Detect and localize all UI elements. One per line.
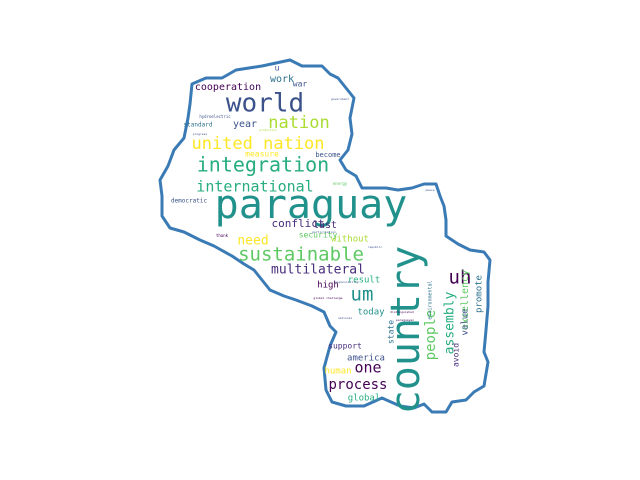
word-progress: progress [193, 132, 208, 136]
word-value: value [461, 308, 471, 335]
word-human: human [324, 367, 351, 377]
word-distinguished: distinguished [390, 310, 414, 314]
word-security: security [299, 231, 338, 240]
word-environmental: environmental [428, 280, 434, 319]
word-hydroelectric: hydroelectric [199, 114, 231, 119]
word-integration: integration [197, 153, 329, 177]
word-need: need [237, 234, 268, 249]
word-sustainable: sustainable [238, 244, 364, 266]
word-become: become [315, 151, 340, 159]
word-thank: thank [216, 233, 229, 238]
word-avoid: avoid [452, 343, 461, 367]
word-without: without [331, 235, 369, 245]
word-one: one [354, 359, 381, 377]
word-process: process [328, 377, 387, 393]
word-year: year [233, 119, 257, 130]
word-cooperation: cooperation [195, 82, 261, 93]
word-u: u [275, 64, 280, 73]
word-energy: energy [333, 181, 348, 186]
word-work: work [270, 74, 294, 85]
word-standard: standard [184, 122, 213, 129]
word-responsibility: responsibility [333, 280, 358, 284]
word-result: result [348, 276, 381, 286]
word-government: government [331, 97, 349, 101]
word-country: country [383, 246, 429, 415]
word-peace: peace [425, 188, 434, 192]
word-today: today [357, 308, 385, 318]
word-um: um [351, 284, 374, 306]
word-republic: republic [368, 245, 383, 249]
word-global: global [348, 394, 381, 404]
word-paraguay: paraguay [215, 182, 408, 228]
word-global-challenge: global challenge [314, 296, 343, 300]
word-international: international [196, 178, 313, 196]
word-paraguayan: paraguayan [396, 318, 414, 322]
word-multilateral: multilateral [271, 263, 365, 278]
word-last: last [313, 220, 337, 231]
word-united-nation: united nation [191, 134, 324, 154]
word-world: world [226, 89, 304, 119]
word-national: national [338, 316, 353, 320]
word-excellency: excellency [460, 270, 471, 330]
word-production: production [259, 128, 277, 132]
word-democratic: democratic [171, 198, 208, 205]
paraguay-map-outline [158, 58, 492, 414]
word-america: america [347, 354, 385, 364]
word-conflict: conflict [272, 217, 325, 230]
word-war: war [293, 80, 308, 89]
word-people: people [423, 310, 439, 361]
word-nation: nation [268, 113, 329, 133]
word-support: support [328, 342, 362, 351]
word-measure: measure [245, 150, 279, 159]
word-uh: uh [449, 267, 472, 289]
word-assembly: assembly [443, 292, 458, 355]
word-promote: promote [475, 275, 485, 313]
word-high: high [317, 281, 339, 291]
word-state: state [387, 320, 396, 344]
word-participation: participation [312, 230, 336, 234]
